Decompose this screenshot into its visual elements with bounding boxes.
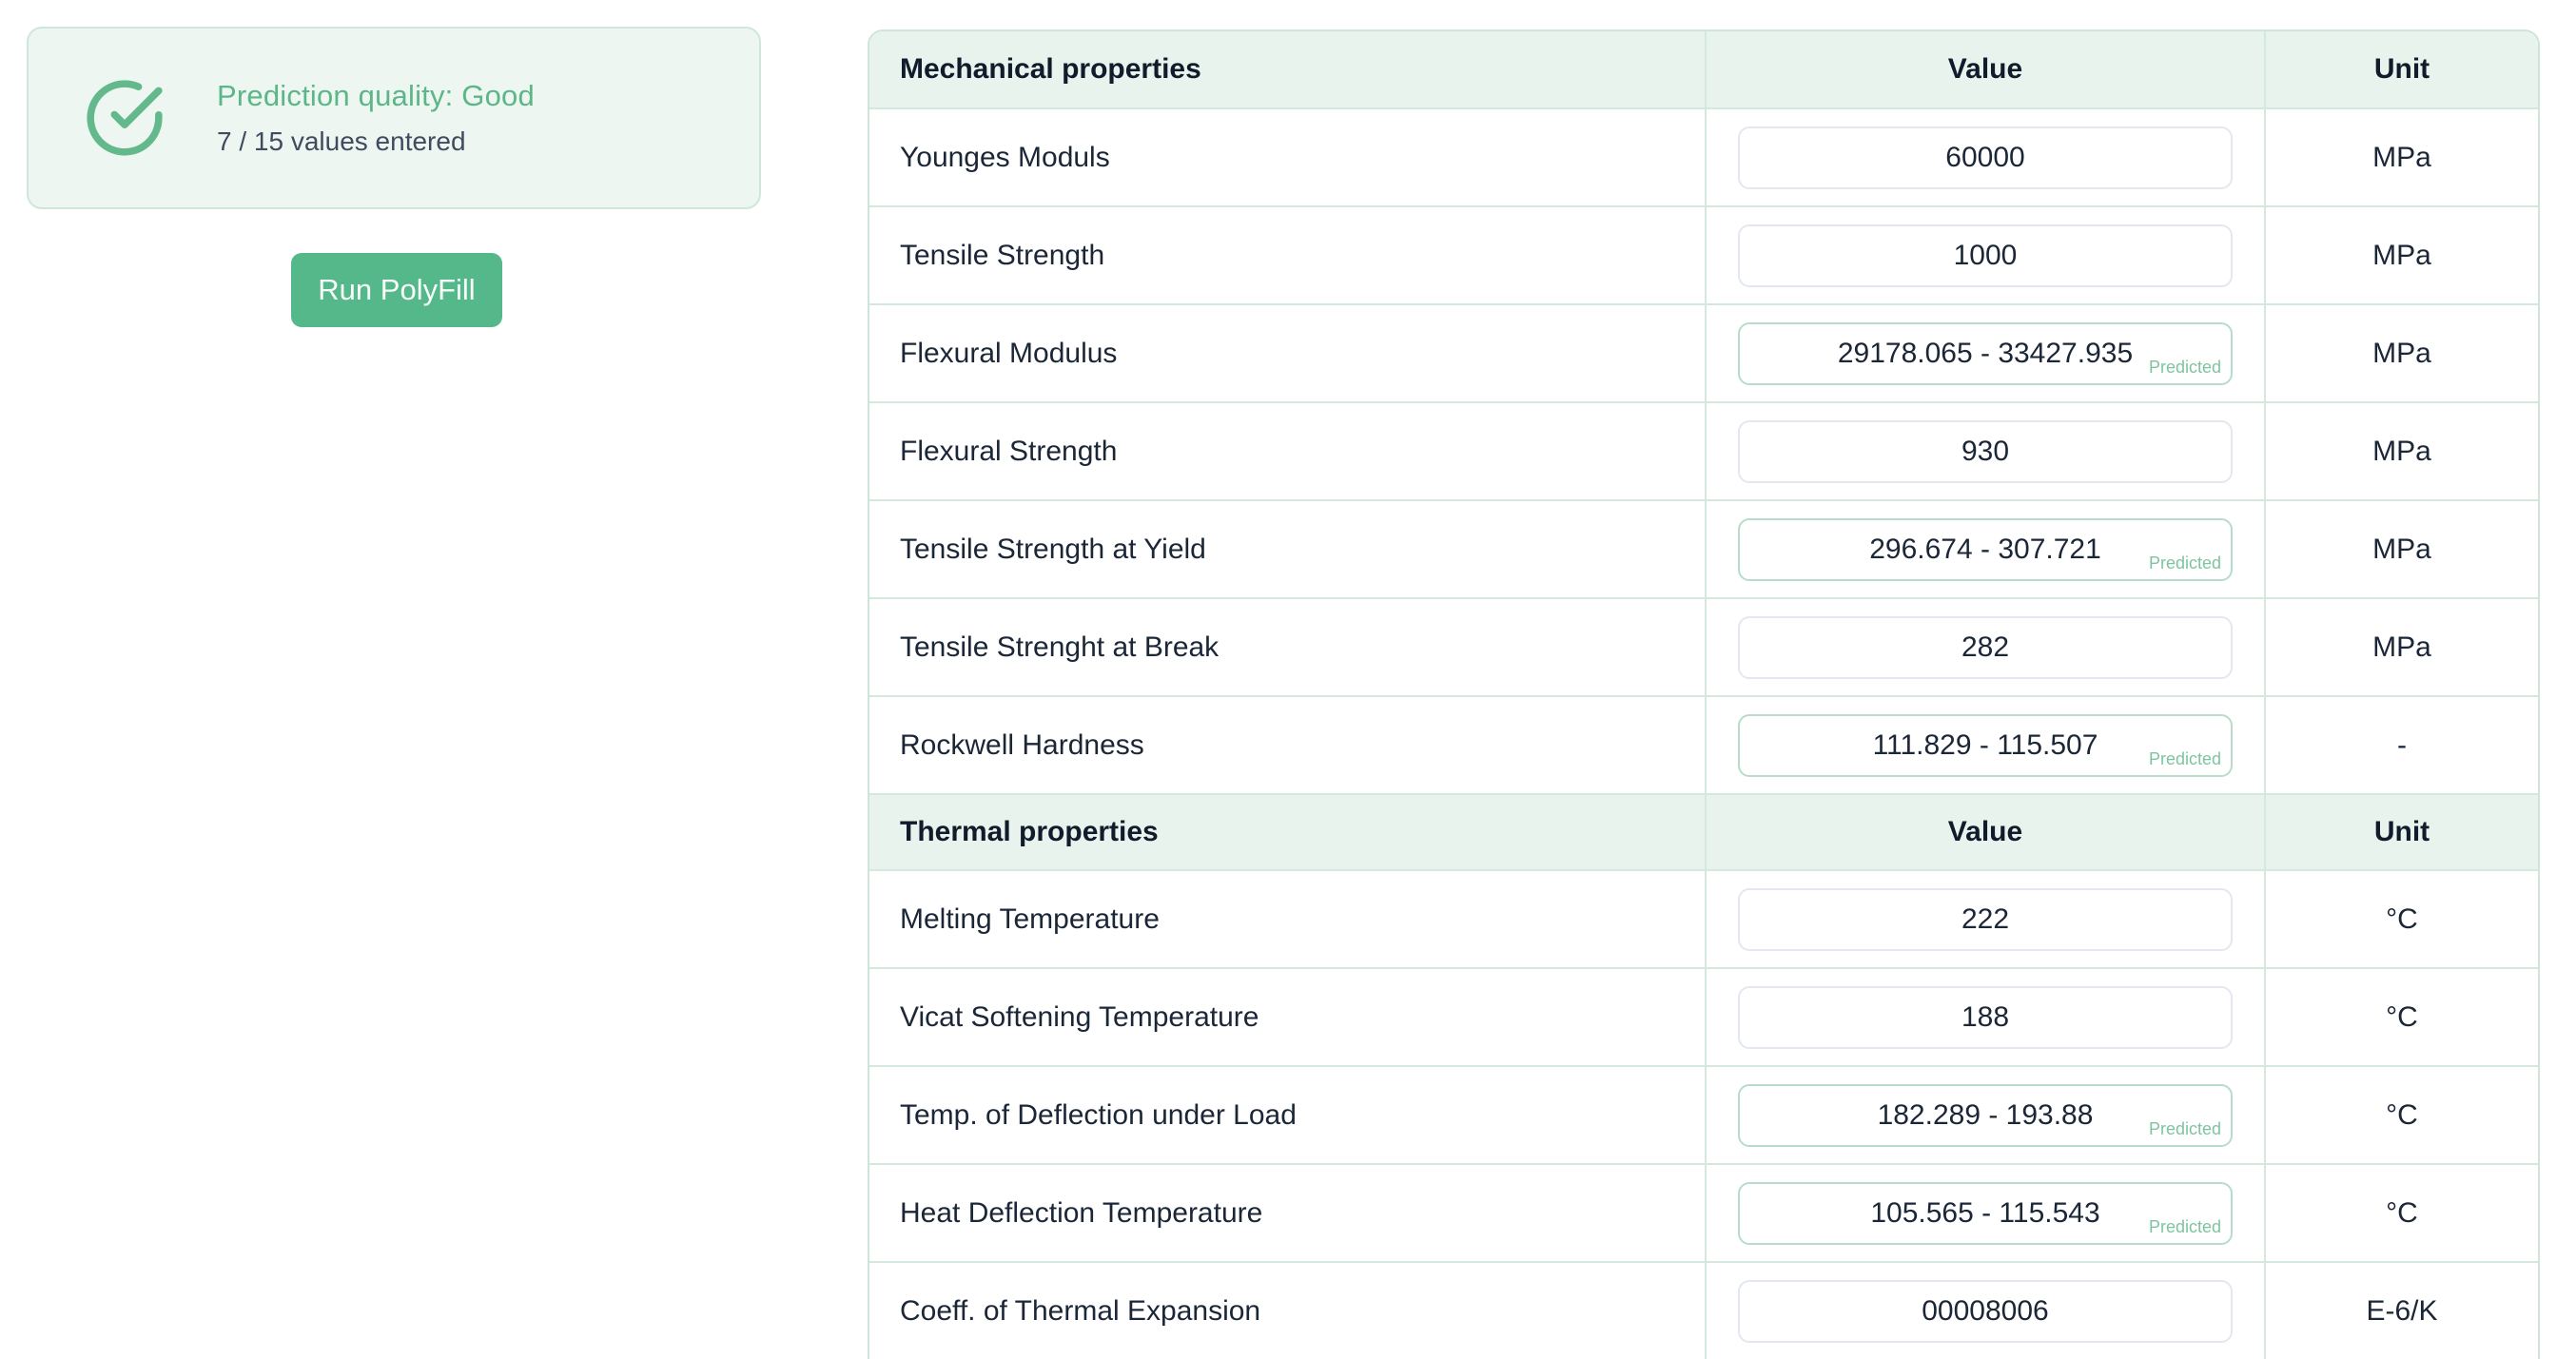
property-unit: MPa [2264, 501, 2538, 597]
table-row: Tensile Strenght at Break MPa [869, 597, 2538, 695]
property-unit: °C [2264, 969, 2538, 1065]
run-polyfill-button[interactable]: Run PolyFill [291, 253, 502, 327]
value-input[interactable] [1738, 1083, 2233, 1147]
value-box [1738, 223, 2233, 287]
value-box [1738, 615, 2233, 679]
value-column-header: Value [1705, 31, 2264, 107]
value-input[interactable] [1738, 517, 2233, 581]
table-row: Temp. of Deflection under Load Predicted °… [869, 1065, 2538, 1163]
property-value-cell [1705, 207, 2264, 303]
property-value-cell: Predicted [1705, 697, 2264, 793]
property-label: Tensile Strength [900, 239, 1105, 271]
property-value-cell: Predicted [1705, 501, 2264, 597]
unit-column-header: Unit [2264, 795, 2538, 869]
properties-table: Mechanical properties Value Unit Younges Mo… [868, 29, 2540, 1359]
values-entered-count: 7 / 15 values entered [217, 126, 466, 156]
table-row: Flexural Strength MPa [869, 401, 2538, 499]
property-label: Vicat Softening Temperature [900, 1000, 1259, 1033]
property-value-cell [1705, 1263, 2264, 1359]
value-input[interactable] [1738, 1279, 2233, 1343]
property-value-cell: Predicted [1705, 305, 2264, 401]
property-label: Coeff. of Thermal Expansion [900, 1294, 1261, 1327]
table-row: Tensile Strength MPa [869, 205, 2538, 303]
property-value-cell [1705, 403, 2264, 499]
prediction-quality-text: Prediction quality: Good 7 / 15 values e… [217, 79, 535, 157]
table-row: Rockwell Hardness Predicted- [869, 695, 2538, 793]
value-box [1738, 1279, 2233, 1343]
table-row: Coeff. of Thermal Expansion E-6/K [869, 1261, 2538, 1359]
table-row: Melting Temperature °C [869, 869, 2538, 967]
property-unit: °C [2264, 1067, 2538, 1163]
table-row: Younges Moduls MPa [869, 107, 2538, 205]
value-input[interactable] [1738, 615, 2233, 679]
property-value-cell [1705, 599, 2264, 695]
value-input[interactable] [1738, 887, 2233, 951]
property-label: Rockwell Hardness [900, 728, 1144, 761]
value-input[interactable] [1738, 1181, 2233, 1245]
table-section-header-row: Mechanical properties Value Unit [869, 31, 2538, 107]
table-row: Tensile Strength at Yield Predicted MPa [869, 499, 2538, 597]
section-title: Mechanical properties [900, 53, 1201, 85]
value-input[interactable] [1738, 713, 2233, 777]
value-column-header: Value [1705, 795, 2264, 869]
value-box [1738, 126, 2233, 189]
property-value-cell [1705, 109, 2264, 205]
property-value-cell [1705, 871, 2264, 967]
property-unit: MPa [2264, 599, 2538, 695]
property-label: Flexural Modulus [900, 337, 1118, 369]
table-row: Flexural Modulus Predicted MPa [869, 303, 2538, 401]
value-input[interactable] [1738, 126, 2233, 189]
table-section-header-row: Thermal properties Value Unit [869, 793, 2538, 869]
property-value-cell: Predicted [1705, 1067, 2264, 1163]
property-label: Heat Deflection Temperature [900, 1196, 1263, 1229]
unit-column-header: Unit [2264, 31, 2538, 107]
property-label: Tensile Strenght at Break [900, 631, 1220, 663]
property-unit: MPa [2264, 305, 2538, 401]
property-unit: E-6/K [2264, 1263, 2538, 1359]
value-box [1738, 985, 2233, 1049]
prediction-quality-card: Prediction quality: Good 7 / 15 values e… [27, 27, 761, 209]
predicted-value-box: Predicted [1738, 321, 2233, 385]
property-value-cell: Predicted [1705, 1165, 2264, 1261]
property-label: Younges Moduls [900, 141, 1110, 173]
property-unit: MPa [2264, 207, 2538, 303]
predicted-value-box: Predicted [1738, 713, 2233, 777]
property-unit: - [2264, 697, 2538, 793]
property-unit: MPa [2264, 109, 2538, 205]
table-row: Heat Deflection Temperature Predicted °C [869, 1163, 2538, 1261]
property-label: Melting Temperature [900, 903, 1160, 935]
value-input[interactable] [1738, 419, 2233, 483]
property-label: Flexural Strength [900, 435, 1118, 467]
table-row: Vicat Softening Temperature °C [869, 967, 2538, 1065]
value-input[interactable] [1738, 223, 2233, 287]
check-circle-icon [87, 80, 163, 156]
property-label: Temp. of Deflection under Load [900, 1098, 1297, 1131]
predicted-value-box: Predicted [1738, 1181, 2233, 1245]
property-value-cell [1705, 969, 2264, 1065]
property-label: Tensile Strength at Yield [900, 533, 1206, 565]
section-title: Thermal properties [900, 816, 1159, 847]
predicted-value-box: Predicted [1738, 1083, 2233, 1147]
property-unit: °C [2264, 1165, 2538, 1261]
value-box [1738, 887, 2233, 951]
predicted-value-box: Predicted [1738, 517, 2233, 581]
property-unit: °C [2264, 871, 2538, 967]
property-unit: MPa [2264, 403, 2538, 499]
value-input[interactable] [1738, 985, 2233, 1049]
value-box [1738, 419, 2233, 483]
value-input[interactable] [1738, 321, 2233, 385]
prediction-quality-title: Prediction quality: Good [217, 79, 535, 112]
